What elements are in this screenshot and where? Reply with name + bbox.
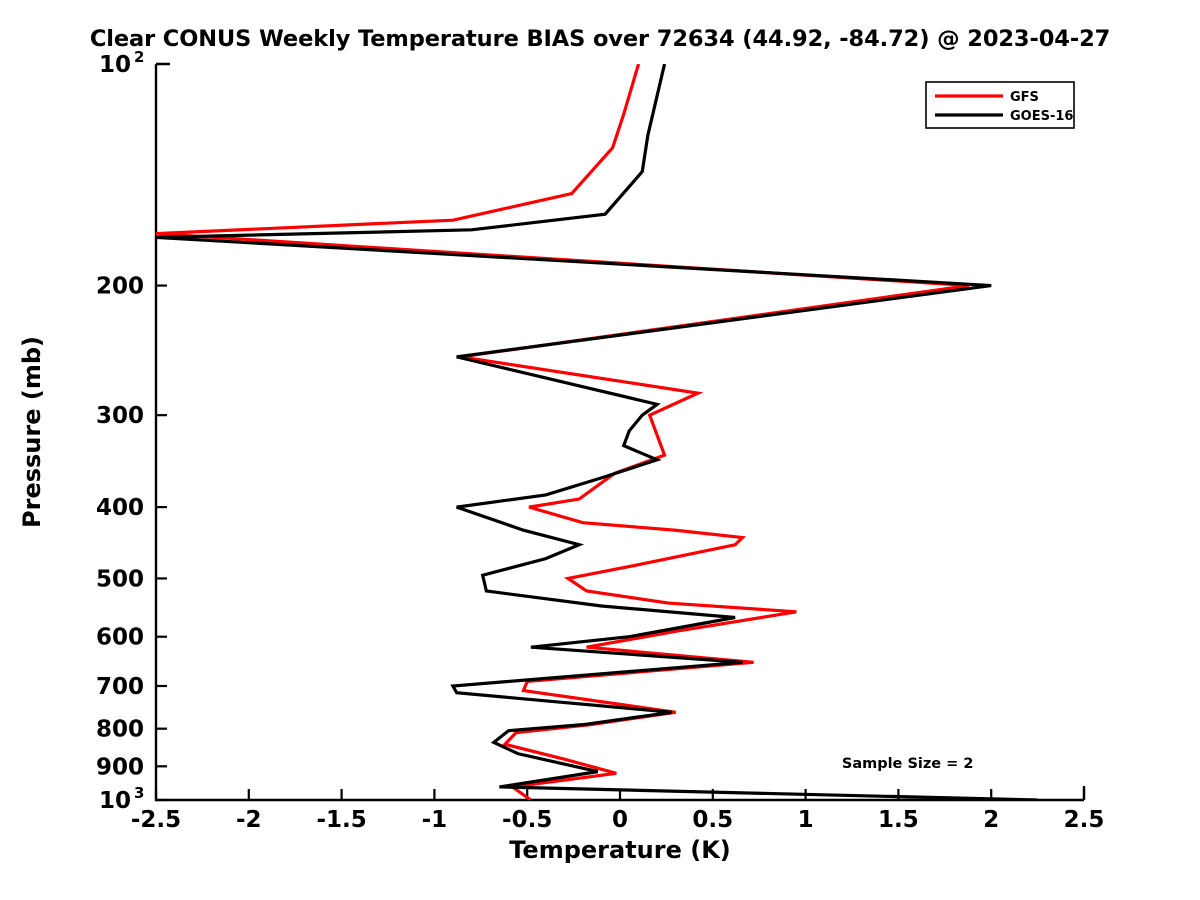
legend-label-goes-16: GOES-16 [1010, 109, 1073, 124]
x-tick-label: 1.5 [878, 807, 919, 833]
series-line-gfs [156, 64, 970, 800]
x-tick-label: 0.5 [692, 807, 733, 833]
axis-spine [154, 64, 1084, 802]
y-tick-label: 600 [96, 625, 144, 651]
x-tick-label: -1.5 [316, 807, 366, 833]
legend-box [925, 81, 1075, 129]
y-tick-label-exponent: 3 [134, 784, 144, 802]
x-tick-label: -2 [236, 807, 262, 833]
annotations: Sample Size = 2 [842, 756, 974, 772]
y-axis-title: Pressure (mb) [18, 336, 46, 528]
x-axis-title: Temperature (K) [509, 836, 731, 864]
y-tick-label: 10 [99, 788, 131, 814]
sample-size-annotation: Sample Size = 2 [842, 756, 974, 772]
x-tick-label: -1 [422, 807, 448, 833]
page-title: Clear CONUS Weekly Temperature BIAS over… [89, 26, 1111, 52]
y-tick-label: 300 [96, 403, 144, 429]
y-tick-label: 10 [99, 52, 131, 78]
y-tick-label: 200 [96, 274, 144, 300]
x-tick-label: -2.5 [131, 807, 181, 833]
axes: -2.5 -2 -1.5 -1 -0.5 0 0.5 1 1.5 2 2.510 2200300400… [18, 48, 1104, 864]
x-tick-label: 0 [612, 807, 628, 833]
legend[interactable]: GFS GOES-16 [925, 81, 1075, 129]
x-tick-label: -0.5 [502, 807, 552, 833]
legend-label-gfs: GFS [1010, 90, 1039, 105]
x-tick-label: 1 [798, 807, 814, 833]
y-tick-label: 900 [96, 754, 144, 780]
data-series [156, 64, 1038, 800]
y-tick-label: 800 [96, 717, 144, 743]
x-tick-label: 2 [983, 807, 999, 833]
y-tick-label: 700 [96, 674, 144, 700]
y-tick-label: 500 [96, 566, 144, 592]
y-tick-label: 400 [96, 495, 144, 521]
x-tick-label: 2.5 [1064, 807, 1105, 833]
y-tick-label-exponent: 2 [134, 48, 144, 66]
series-line-goes-16 [156, 64, 1038, 800]
